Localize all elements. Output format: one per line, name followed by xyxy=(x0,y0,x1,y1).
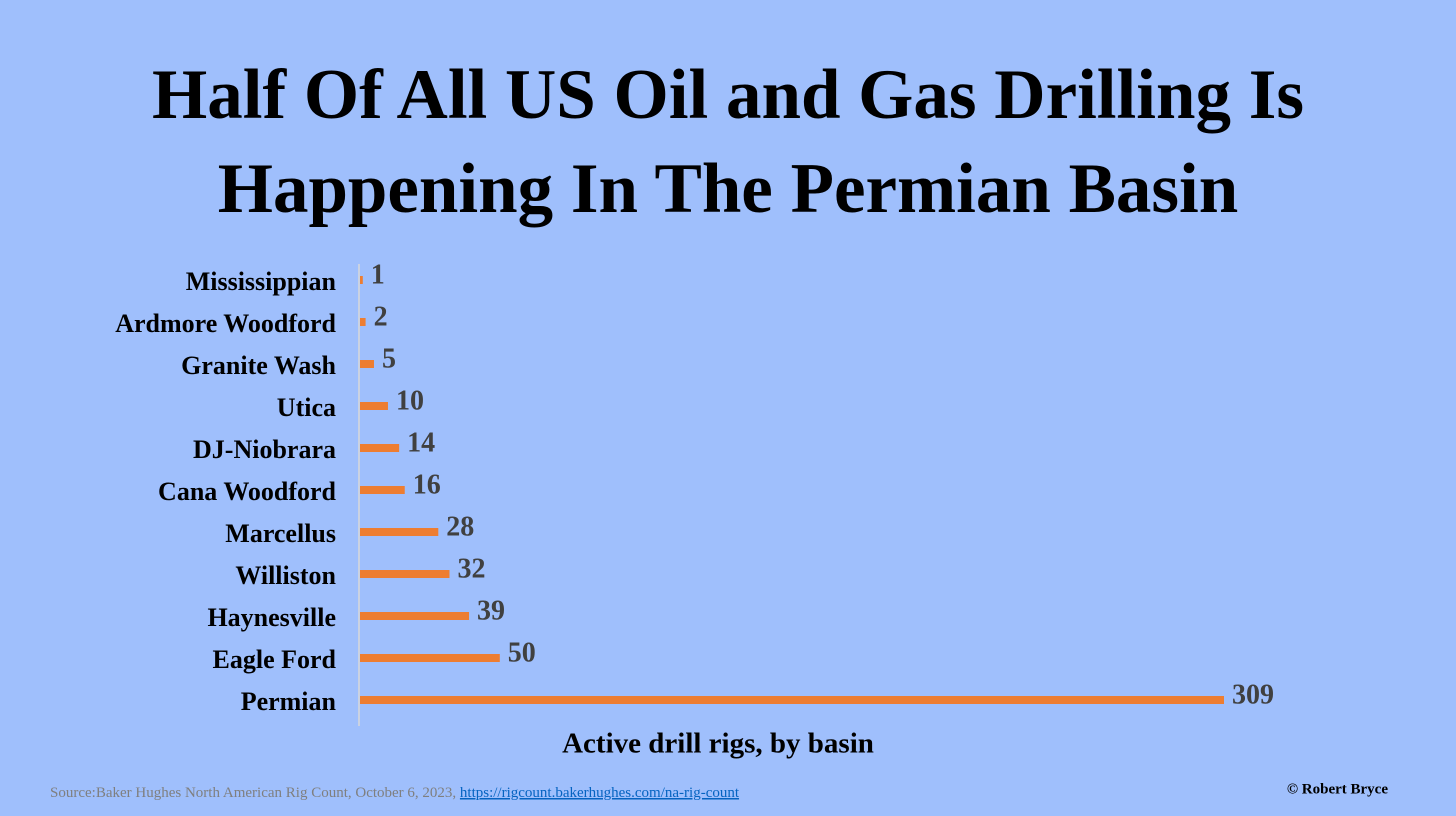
category-label: Mississippian xyxy=(186,267,337,296)
value-label: 16 xyxy=(413,469,441,500)
value-label: 32 xyxy=(457,553,485,584)
bar xyxy=(360,654,500,662)
bar xyxy=(360,402,388,410)
category-label: Eagle Ford xyxy=(213,645,337,674)
source-text: Source:Baker Hughes North American Rig C… xyxy=(50,785,456,801)
category-label: Utica xyxy=(277,393,336,422)
bar xyxy=(360,486,405,494)
category-label: Granite Wash xyxy=(181,351,336,380)
category-label: DJ-Niobrara xyxy=(193,435,336,464)
bar xyxy=(360,444,400,452)
category-label: Marcellus xyxy=(225,519,336,548)
source: Source:Baker Hughes North American Rig C… xyxy=(50,785,740,801)
value-label: 1 xyxy=(371,259,385,290)
category-label: Williston xyxy=(235,561,336,590)
value-label: 10 xyxy=(396,385,424,416)
bar xyxy=(360,612,470,620)
source-link[interactable]: https://rigcount.bakerhughes.com/na-rig-… xyxy=(460,785,740,801)
value-label: 2 xyxy=(374,301,388,332)
value-label: 39 xyxy=(477,595,505,626)
bar xyxy=(360,570,450,578)
value-label: 28 xyxy=(446,511,474,542)
value-label: 14 xyxy=(407,427,435,458)
category-label: Haynesville xyxy=(207,603,336,632)
bar xyxy=(360,528,439,536)
category-label: Cana Woodford xyxy=(158,477,336,506)
value-label: 309 xyxy=(1232,679,1274,710)
chart-title: Half Of All US Oil and Gas Drilling Is H… xyxy=(152,56,1304,228)
category-label: Permian xyxy=(241,687,337,716)
x-axis-label: Active drill rigs, by basin xyxy=(562,728,874,760)
bar xyxy=(360,318,366,326)
credit: © Robert Bryce xyxy=(1287,781,1389,797)
category-label: Ardmore Woodford xyxy=(115,309,336,338)
bar xyxy=(360,696,1224,704)
bar xyxy=(360,360,374,368)
value-label: 5 xyxy=(382,343,396,374)
value-label: 50 xyxy=(508,637,536,668)
bar xyxy=(360,276,363,284)
